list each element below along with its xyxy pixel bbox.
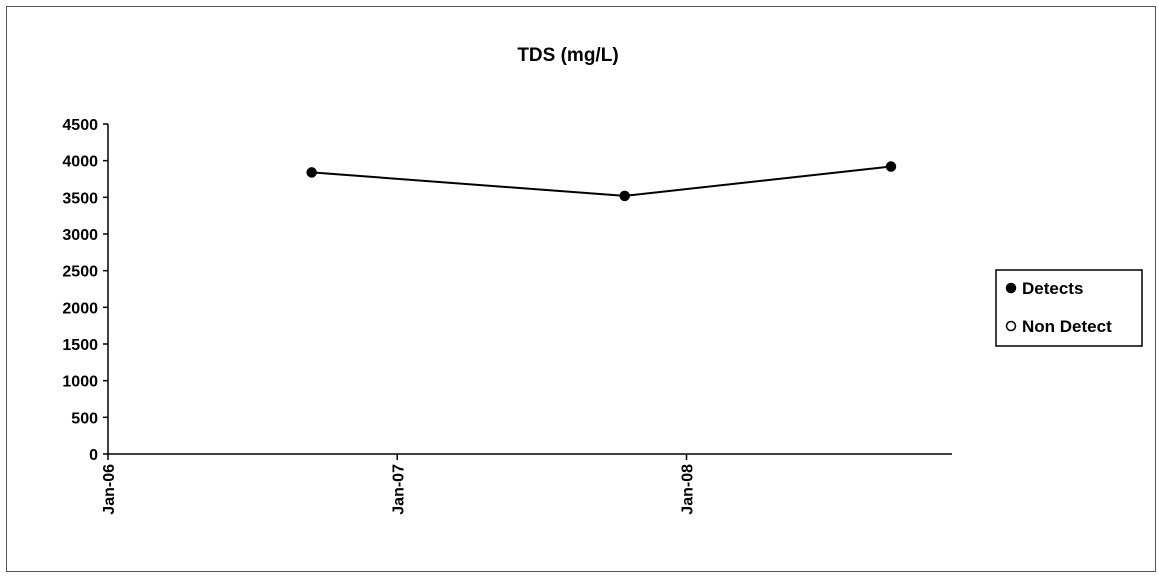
x-axis-ticks: Jan-06 Jan-07 Jan-08 — [101, 454, 697, 515]
y-tick-label: 2000 — [62, 300, 98, 317]
chart-frame — [6, 6, 1156, 572]
chart-title: TDS (mg/L) — [517, 45, 618, 66]
x-tick-label: Jan-07 — [390, 464, 407, 515]
legend-label: Detects — [1022, 279, 1083, 298]
series-line-detects — [311, 165, 892, 197]
y-tick-label: 3500 — [62, 190, 98, 207]
legend: Detects Non Detect — [995, 269, 1143, 347]
legend-marker — [1005, 320, 1017, 332]
axes — [107, 124, 952, 455]
y-tick-label: 1000 — [62, 374, 98, 391]
legend-marker — [1005, 282, 1017, 294]
legend-box — [995, 269, 1143, 347]
legend-label: Non Detect — [1022, 317, 1112, 336]
y-tick-label: 3000 — [62, 227, 98, 244]
series-layer — [306, 161, 897, 202]
data-point — [619, 190, 630, 202]
y-tick-label: 2500 — [62, 264, 98, 281]
x-tick-label: Jan-06 — [101, 464, 118, 515]
y-tick-label: 4500 — [62, 117, 98, 134]
y-tick-label: 1500 — [62, 337, 98, 354]
y-tick-label: 0 — [89, 447, 98, 464]
y-tick-label: 4000 — [62, 154, 98, 171]
x-tick-label: Jan-08 — [680, 464, 697, 515]
y-tick-label: 500 — [71, 410, 98, 427]
data-point — [885, 161, 897, 172]
data-point — [306, 167, 317, 178]
y-axis-ticks: 0 500 1000 1500 2000 2500 3000 3500 4000 4500 — [62, 117, 108, 464]
